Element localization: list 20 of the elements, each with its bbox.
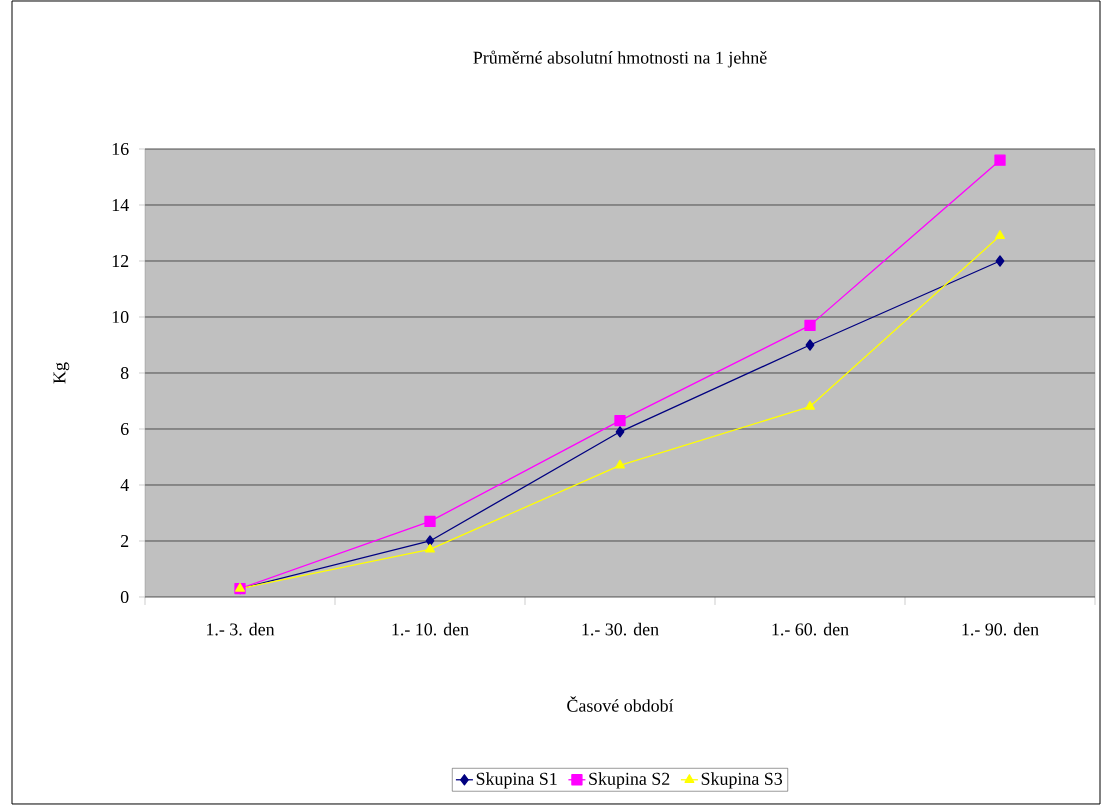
y-tick-label: 4 — [120, 479, 129, 491]
y-tick-label: 2 — [120, 535, 129, 547]
y-tick-label: 0 — [120, 590, 129, 604]
y-tick-label: 6 — [120, 422, 129, 436]
legend-label: Skupina S1 — [476, 772, 557, 789]
chart-title: Průměrné absolutní hmotnosti na 1 jehně — [473, 50, 767, 68]
x-tick-label: 1.- 90. den — [962, 622, 1039, 636]
y-tick-label: 14 — [112, 199, 129, 211]
y-tick-label: 8 — [120, 366, 129, 380]
x-tick-label: 1.- 3. den — [206, 622, 275, 636]
x-tick-label: 1.- 60. den — [772, 622, 849, 636]
x-tick-label: 1.- 10. den — [392, 622, 469, 636]
x-axis-title: Časové období — [567, 696, 674, 712]
y-tick-label: 12 — [112, 255, 129, 267]
y-tick-label: 16 — [112, 142, 129, 156]
y-tick-label: 10 — [112, 310, 129, 324]
legend-label: Skupina S2 — [589, 772, 670, 789]
legend-label: Skupina S3 — [701, 772, 783, 789]
x-tick-label: 1.- 30. den — [582, 622, 659, 636]
y-axis-title: Kg — [53, 362, 70, 384]
